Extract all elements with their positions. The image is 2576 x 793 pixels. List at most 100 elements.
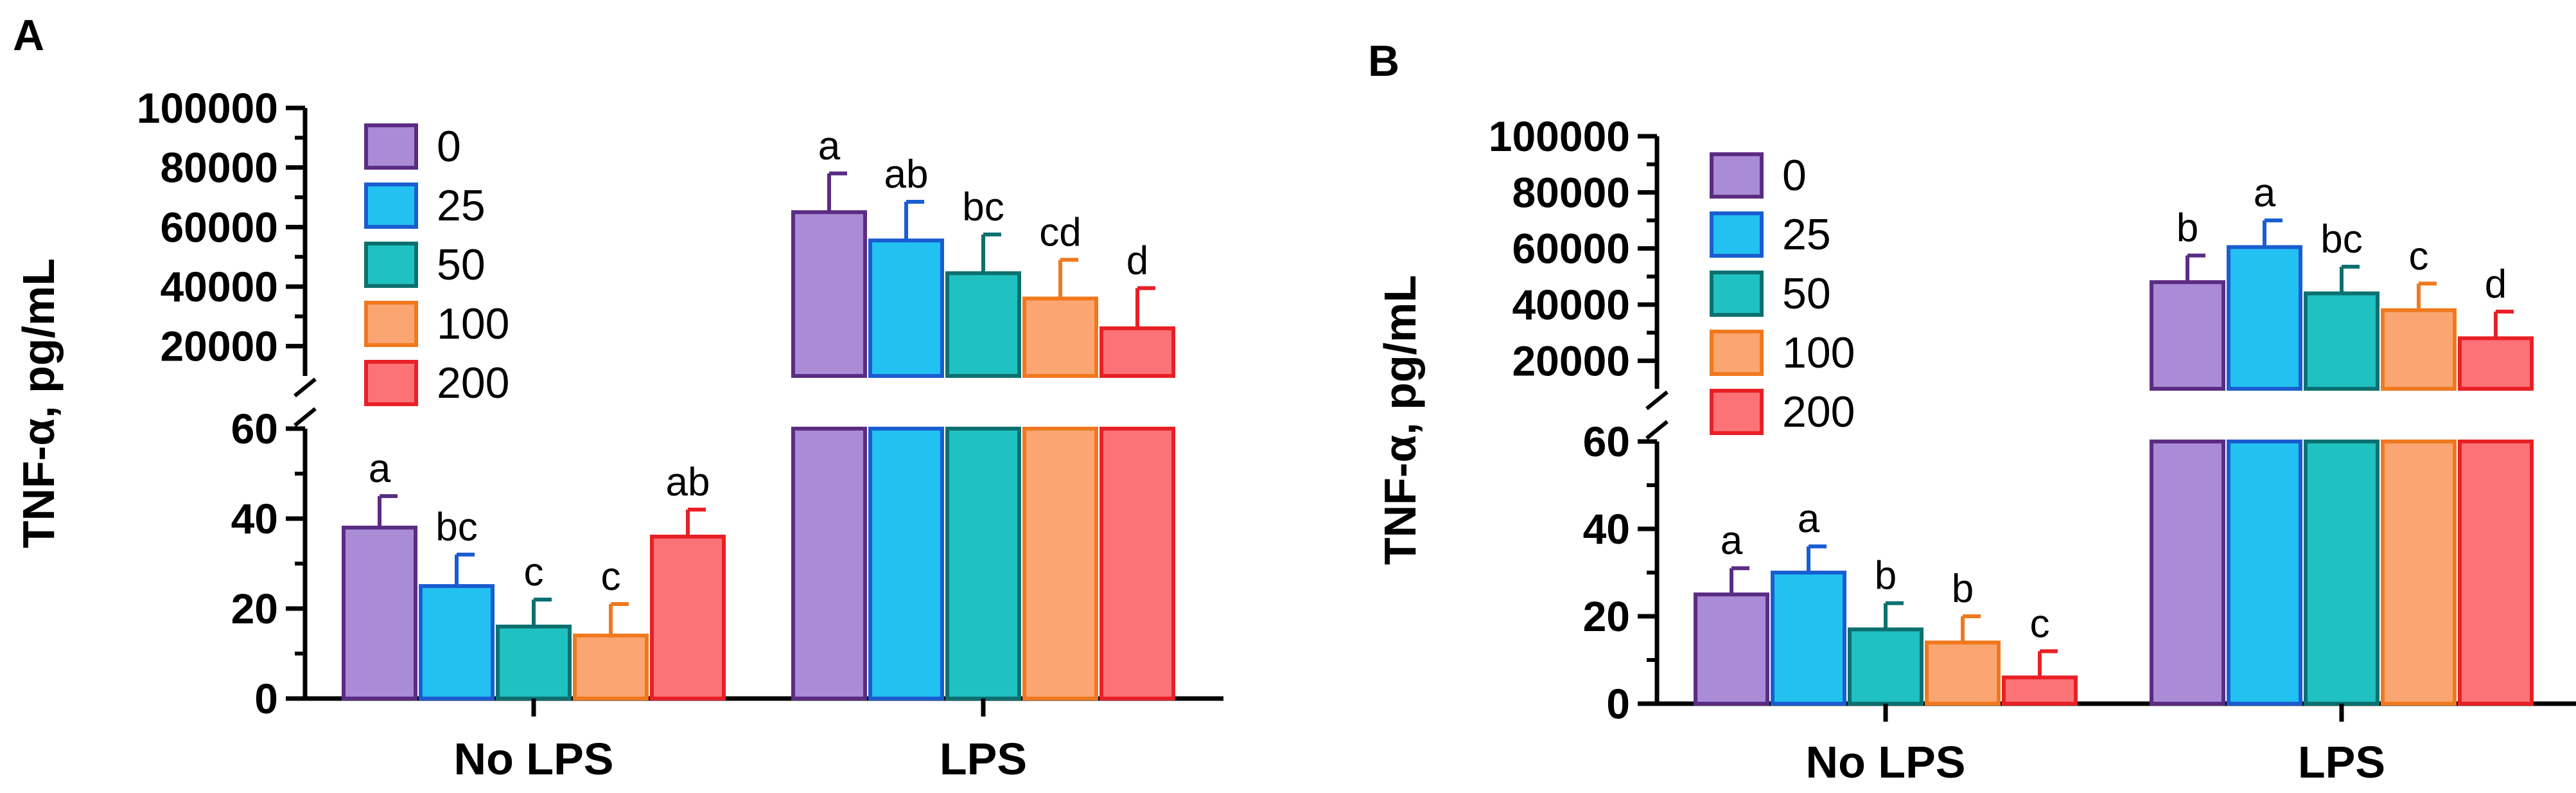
legend-swatch bbox=[364, 123, 418, 170]
bar-lower-segment bbox=[2150, 440, 2225, 706]
significance-letter: a bbox=[818, 124, 841, 168]
y-tick-label: 80000 bbox=[1512, 168, 1630, 216]
significance-letter: cd bbox=[1039, 210, 1081, 254]
y-axis-title: TNF-α, pg/mL bbox=[1375, 275, 1425, 565]
bar-lower-segment bbox=[791, 427, 867, 700]
legend-label: 50 bbox=[437, 240, 486, 289]
legend-label: 100 bbox=[437, 299, 509, 348]
bar bbox=[496, 625, 572, 700]
axis-break-gap bbox=[2145, 391, 2537, 440]
significance-letter: b bbox=[2177, 206, 2198, 251]
significance-letter: ab bbox=[666, 460, 710, 504]
bar bbox=[342, 526, 417, 700]
y-tick-label: 20 bbox=[231, 585, 278, 632]
x-category-label: No LPS bbox=[1806, 737, 1966, 787]
y-tick-label: 0 bbox=[254, 675, 278, 722]
legend-swatch bbox=[1710, 271, 1764, 317]
bar-lower-segment bbox=[868, 427, 944, 700]
y-tick-label: 0 bbox=[1606, 680, 1630, 727]
significance-letter: ab bbox=[884, 152, 929, 197]
significance-letter: b bbox=[1875, 554, 1897, 598]
panel-letter: B bbox=[1368, 37, 1399, 85]
bar bbox=[2150, 280, 2225, 391]
y-tick-label: 40 bbox=[231, 495, 278, 542]
y-tick-label: 60000 bbox=[160, 203, 278, 251]
y-tick-label: 20 bbox=[1583, 593, 1630, 640]
y-tick-label: 40 bbox=[1583, 505, 1630, 553]
bar bbox=[419, 584, 495, 700]
bar-lower-segment bbox=[2458, 440, 2534, 706]
bar bbox=[1848, 627, 1923, 706]
bar-lower-segment bbox=[945, 427, 1021, 700]
bar-lower-segment bbox=[2227, 440, 2302, 706]
axis-break-mark bbox=[1645, 420, 1669, 440]
significance-letter: bc bbox=[962, 185, 1004, 229]
significance-letter: a bbox=[369, 447, 391, 491]
panel-a: A TNF-α, pg/mL 0 20 40 60 20000 40000 60000 80000… bbox=[13, 11, 1223, 784]
bar-lower-segment bbox=[1022, 427, 1098, 700]
bar bbox=[573, 634, 649, 700]
axis-break-mark bbox=[294, 407, 317, 427]
legend-swatch bbox=[1710, 152, 1764, 199]
y-tick-label: 60000 bbox=[1512, 225, 1630, 272]
panel-letter: A bbox=[13, 11, 44, 60]
legend-swatch bbox=[364, 242, 418, 288]
legend-label: 25 bbox=[1782, 210, 1831, 259]
bar bbox=[2002, 675, 2078, 706]
significance-letter: d bbox=[2485, 262, 2507, 307]
bar bbox=[945, 271, 1021, 378]
significance-letter: c bbox=[601, 555, 621, 599]
legend-swatch bbox=[364, 183, 418, 229]
significance-letter: bc bbox=[2320, 217, 2362, 262]
bar bbox=[2304, 291, 2379, 391]
bar bbox=[1022, 296, 1098, 378]
legend-swatch bbox=[364, 301, 418, 347]
legend-label: 100 bbox=[1782, 328, 1855, 377]
significance-letter: c bbox=[2409, 234, 2429, 278]
axis-break-mark bbox=[1645, 390, 1669, 411]
x-category-label: LPS bbox=[2298, 737, 2385, 787]
legend-swatch bbox=[364, 360, 418, 406]
y-tick-label: 40000 bbox=[1512, 281, 1630, 328]
significance-letter: a bbox=[1721, 519, 1743, 563]
bar bbox=[868, 238, 944, 378]
legend-label: 0 bbox=[1782, 151, 1807, 200]
bar bbox=[1694, 593, 1769, 706]
legend-swatch bbox=[1710, 389, 1764, 435]
significance-letter: b bbox=[1952, 567, 1974, 611]
bar bbox=[1100, 326, 1175, 378]
bar bbox=[1771, 571, 1846, 706]
axis-break-mark bbox=[294, 377, 317, 398]
significance-letter: bc bbox=[435, 505, 477, 549]
significance-letter: c bbox=[524, 550, 544, 594]
y-tick-label: 60 bbox=[1583, 418, 1630, 465]
bar-lower-segment bbox=[2381, 440, 2457, 706]
y-axis-title: TNF-α, pg/mL bbox=[13, 258, 64, 548]
legend-label: 200 bbox=[1782, 388, 1855, 436]
y-tick-label: 20000 bbox=[1512, 337, 1630, 384]
y-tick-label: 60 bbox=[231, 405, 278, 452]
bar bbox=[1925, 640, 2001, 706]
legend-label: 25 bbox=[437, 181, 486, 230]
legend-swatch bbox=[1710, 211, 1764, 258]
y-tick-label: 40000 bbox=[160, 263, 278, 310]
bar bbox=[2381, 308, 2457, 391]
x-category-label: LPS bbox=[940, 734, 1027, 784]
legend-label: 200 bbox=[437, 359, 509, 407]
y-tick-label: 80000 bbox=[160, 144, 278, 192]
x-category-label: No LPS bbox=[454, 734, 614, 784]
significance-letter: c bbox=[2030, 601, 2050, 646]
bar-lower-segment bbox=[2304, 440, 2379, 706]
bar bbox=[2227, 245, 2302, 391]
bar bbox=[650, 535, 726, 700]
axis-break-gap bbox=[787, 378, 1178, 427]
significance-letter: a bbox=[2254, 171, 2276, 215]
y-tick-label: 100000 bbox=[137, 84, 278, 132]
bar bbox=[791, 210, 867, 378]
significance-letter: a bbox=[1798, 497, 1820, 541]
y-tick-label: 20000 bbox=[160, 323, 278, 370]
y-tick-label: 100000 bbox=[1489, 112, 1630, 160]
bar-lower-segment bbox=[1100, 427, 1175, 700]
bar bbox=[2458, 336, 2534, 391]
